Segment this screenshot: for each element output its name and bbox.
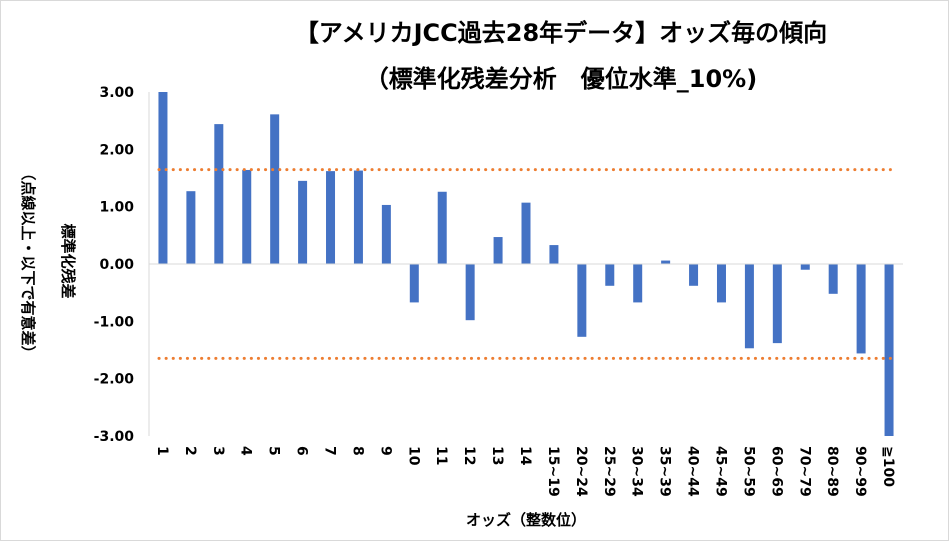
chart-title-line2: （標準化残差分析 優位水準_10%) bbox=[365, 65, 757, 93]
x-tick-label: 3 bbox=[210, 446, 226, 456]
x-tick-label: 12 bbox=[461, 446, 477, 465]
x-tick-label: 15~19 bbox=[545, 446, 561, 497]
bar-1 bbox=[158, 92, 168, 264]
plot-area: 3.002.001.000.00-1.00-2.00-3.001 2 3 4 5 6 7 8 9… bbox=[94, 85, 903, 497]
bar-9 bbox=[381, 204, 391, 264]
x-tick-label: 90~99 bbox=[852, 446, 868, 497]
bar-60~69 bbox=[772, 264, 782, 344]
bar-14 bbox=[521, 202, 531, 264]
x-tick-label: 50~59 bbox=[740, 446, 756, 497]
x-axis-title: オッズ（整数位） bbox=[466, 511, 586, 529]
x-tick-label: 6 bbox=[294, 446, 310, 456]
x-tick-label: 14 bbox=[517, 446, 533, 466]
y-tick-label: 0.00 bbox=[99, 257, 134, 273]
bar-90~99 bbox=[856, 264, 866, 354]
bar-50~59 bbox=[744, 264, 754, 349]
x-tick-label: 9 bbox=[377, 446, 393, 456]
bar-15~19 bbox=[549, 245, 559, 264]
x-tick-label: 4 bbox=[238, 446, 254, 456]
bar-10 bbox=[409, 264, 419, 303]
bar-3 bbox=[214, 124, 224, 264]
x-tick-label: 70~79 bbox=[796, 446, 812, 497]
bar-11 bbox=[437, 191, 447, 264]
x-tick-label: 60~69 bbox=[768, 446, 784, 497]
x-tick-label: 8 bbox=[349, 446, 365, 456]
x-tick-label: ≧100 bbox=[880, 446, 896, 487]
bar-25~29 bbox=[605, 264, 615, 286]
x-tick-label: 20~24 bbox=[573, 446, 589, 497]
x-tick-label: 35~39 bbox=[657, 446, 673, 497]
bar-7 bbox=[326, 171, 336, 264]
x-tick-label: 7 bbox=[322, 446, 338, 456]
bar-4 bbox=[242, 169, 252, 264]
bar-40~44 bbox=[689, 264, 699, 286]
x-tick-label: 1 bbox=[154, 446, 170, 456]
y-tick-label: -2.00 bbox=[94, 372, 135, 388]
bar-13 bbox=[493, 237, 503, 264]
x-tick-label: 80~89 bbox=[824, 446, 840, 497]
bar-2 bbox=[186, 191, 196, 264]
y-tick-label: 1.00 bbox=[99, 200, 134, 216]
y-tick-label: 3.00 bbox=[99, 85, 134, 101]
bar-12 bbox=[465, 264, 475, 321]
y-tick-label: -3.00 bbox=[94, 429, 135, 445]
x-tick-label: 30~34 bbox=[629, 446, 645, 497]
bar-80~89 bbox=[828, 264, 838, 294]
y-tick-label: 2.00 bbox=[99, 142, 134, 158]
x-tick-label: 5 bbox=[266, 446, 282, 456]
bar-70~79 bbox=[800, 264, 810, 270]
bar-6 bbox=[298, 180, 308, 264]
x-tick-label: 13 bbox=[489, 446, 505, 465]
bar-8 bbox=[353, 170, 363, 264]
x-tick-label: 45~49 bbox=[712, 446, 728, 497]
bar-45~49 bbox=[716, 264, 726, 303]
chart-title-line1: 【アメリカJCC過去28年データ】オッズ毎の傾向 bbox=[295, 19, 827, 47]
x-tick-label: 2 bbox=[182, 446, 198, 456]
x-tick-label: 25~29 bbox=[601, 446, 617, 497]
bar-35~39 bbox=[661, 260, 671, 264]
bar-5 bbox=[270, 114, 280, 264]
x-tick-label: 11 bbox=[433, 446, 449, 465]
y-axis-title-line2: （点線以上・以下で有意差） bbox=[19, 165, 37, 360]
bar-30~34 bbox=[633, 264, 643, 303]
y-axis-title-line1: 標準化残差 bbox=[59, 223, 77, 298]
bar-≧100 bbox=[884, 264, 894, 436]
x-tick-label: 10 bbox=[405, 446, 421, 466]
x-tick-label: 40~44 bbox=[685, 446, 701, 497]
y-tick-label: -1.00 bbox=[94, 314, 135, 330]
bar-20~24 bbox=[577, 264, 587, 337]
